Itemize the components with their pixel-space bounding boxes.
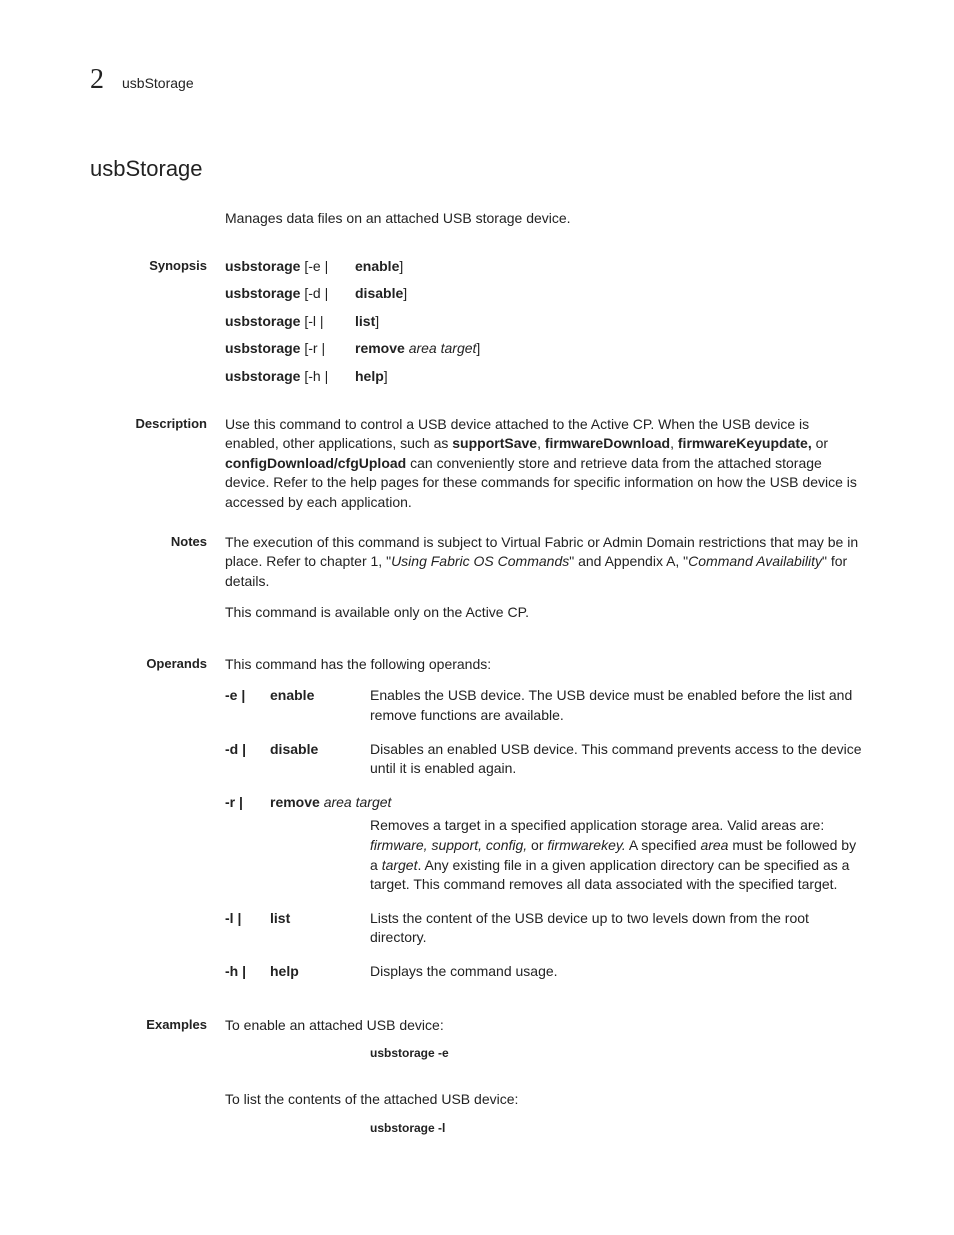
operand-flag: -e |: [225, 686, 270, 725]
operand-flag: -l |: [225, 909, 270, 948]
syn-arg: list: [355, 313, 375, 329]
synopsis-section: Synopsis usbstorage [-e | enable] usbsto…: [90, 257, 864, 395]
example-text: To list the contents of the attached USB…: [225, 1090, 864, 1110]
syn-tail: ]: [384, 368, 388, 384]
desc-text: or: [812, 435, 828, 451]
operand-text: . Any existing file in a given applicati…: [370, 857, 849, 893]
notes-ital: Using Fabric OS Commands: [391, 553, 569, 569]
notes-text: " and Appendix A, ": [569, 553, 688, 569]
page-title: usbStorage: [90, 154, 864, 185]
syn-arg: disable: [355, 285, 403, 301]
notes-content: The execution of this command is subject…: [225, 533, 864, 635]
syn-cmd: usbstorage: [225, 258, 300, 274]
notes-label: Notes: [90, 533, 225, 635]
operand-flag: -h |: [225, 962, 270, 982]
synopsis-content: usbstorage [-e | enable] usbstorage [-d …: [225, 257, 864, 395]
notes-text: This command is available only on the Ac…: [225, 603, 864, 623]
syn-flag: [-e |: [304, 258, 328, 274]
operand-row: -e | enable Enables the USB device. The …: [225, 686, 864, 725]
desc-text: ,: [670, 435, 678, 451]
operand-row: -h | help Displays the command usage.: [225, 962, 864, 982]
syn-flag: [-h |: [304, 368, 328, 384]
operand-name: enable: [270, 686, 370, 725]
syn-arg: remove: [355, 340, 405, 356]
syn-flag: [-d |: [304, 285, 328, 301]
operand-name: remove: [270, 794, 320, 810]
syn-tail: ]: [375, 313, 379, 329]
operands-intro: This command has the following operands:: [225, 655, 864, 675]
operands-section: Operands This command has the following …: [90, 655, 864, 996]
operands-content: This command has the following operands:…: [225, 655, 864, 996]
desc-bold: firmwareKeyupdate,: [678, 435, 812, 451]
operand-desc: Enables the USB device. The USB device m…: [370, 686, 864, 725]
synopsis-row: usbstorage [-e | enable]: [225, 257, 864, 277]
operand-name: disable: [270, 740, 370, 779]
operand-ital: firmwarekey.: [547, 837, 625, 853]
operand-desc: Disables an enabled USB device. This com…: [370, 740, 864, 779]
operand-name: list: [270, 909, 370, 948]
synopsis-label: Synopsis: [90, 257, 225, 395]
operand-row: -l | list Lists the content of the USB d…: [225, 909, 864, 948]
operand-desc: Removes a target in a specified applicat…: [370, 816, 864, 894]
desc-bold: firmwareDownload: [545, 435, 670, 451]
example-command: usbstorage -l: [370, 1120, 864, 1137]
description-content: Use this command to control a USB device…: [225, 415, 864, 513]
operand-row: -d | disable Disables an enabled USB dev…: [225, 740, 864, 779]
synopsis-row: usbstorage [-l | list]: [225, 312, 864, 332]
syn-tail: ]: [476, 340, 480, 356]
notes-ital: Command Availability: [688, 553, 822, 569]
syn-tail: ]: [403, 285, 407, 301]
syn-flag: [-l |: [304, 313, 323, 329]
operand-text: Removes a target in a specified applicat…: [370, 817, 824, 833]
operand-text: or: [527, 837, 547, 853]
syn-cmd: usbstorage: [225, 340, 300, 356]
examples-label: Examples: [90, 1016, 225, 1165]
syn-cmd: usbstorage: [225, 368, 300, 384]
operand-flag: -r |: [225, 793, 270, 813]
synopsis-row: usbstorage [-r | remove area target]: [225, 339, 864, 359]
synopsis-row: usbstorage [-d | disable]: [225, 284, 864, 304]
syn-arg: enable: [355, 258, 399, 274]
intro-text: Manages data files on an attached USB st…: [225, 209, 864, 229]
example-text: To enable an attached USB device:: [225, 1016, 864, 1036]
operand-ital: area: [700, 837, 728, 853]
operand-ital: target: [382, 857, 418, 873]
operand-ital: firmware, support, config,: [370, 837, 527, 853]
syn-ital: area target: [405, 340, 477, 356]
syn-arg: help: [355, 368, 384, 384]
syn-flag: [-r |: [304, 340, 325, 356]
operands-label: Operands: [90, 655, 225, 996]
operand-name: help: [270, 962, 370, 982]
examples-section: Examples To enable an attached USB devic…: [90, 1016, 864, 1165]
syn-tail: ]: [399, 258, 403, 274]
desc-bold: supportSave: [452, 435, 537, 451]
example-command: usbstorage -e: [370, 1045, 864, 1062]
description-section: Description Use this command to control …: [90, 415, 864, 513]
desc-text: ,: [537, 435, 545, 451]
syn-cmd: usbstorage: [225, 285, 300, 301]
operand-flag: -d |: [225, 740, 270, 779]
desc-bold: configDownload/cfgUpload: [225, 455, 406, 471]
description-label: Description: [90, 415, 225, 513]
syn-cmd: usbstorage: [225, 313, 300, 329]
synopsis-row: usbstorage [-h | help]: [225, 367, 864, 387]
chapter-number: 2: [90, 60, 104, 99]
operand-row: -r | remove area target: [225, 793, 864, 813]
operand-text: A specified: [626, 837, 701, 853]
operand-desc: Displays the command usage.: [370, 962, 864, 982]
examples-content: To enable an attached USB device: usbsto…: [225, 1016, 864, 1165]
operand-ital: area target: [320, 794, 392, 810]
chapter-title: usbStorage: [122, 74, 194, 94]
operand-desc: Lists the content of the USB device up t…: [370, 909, 864, 948]
notes-section: Notes The execution of this command is s…: [90, 533, 864, 635]
page-header: 2 usbStorage: [90, 60, 864, 99]
